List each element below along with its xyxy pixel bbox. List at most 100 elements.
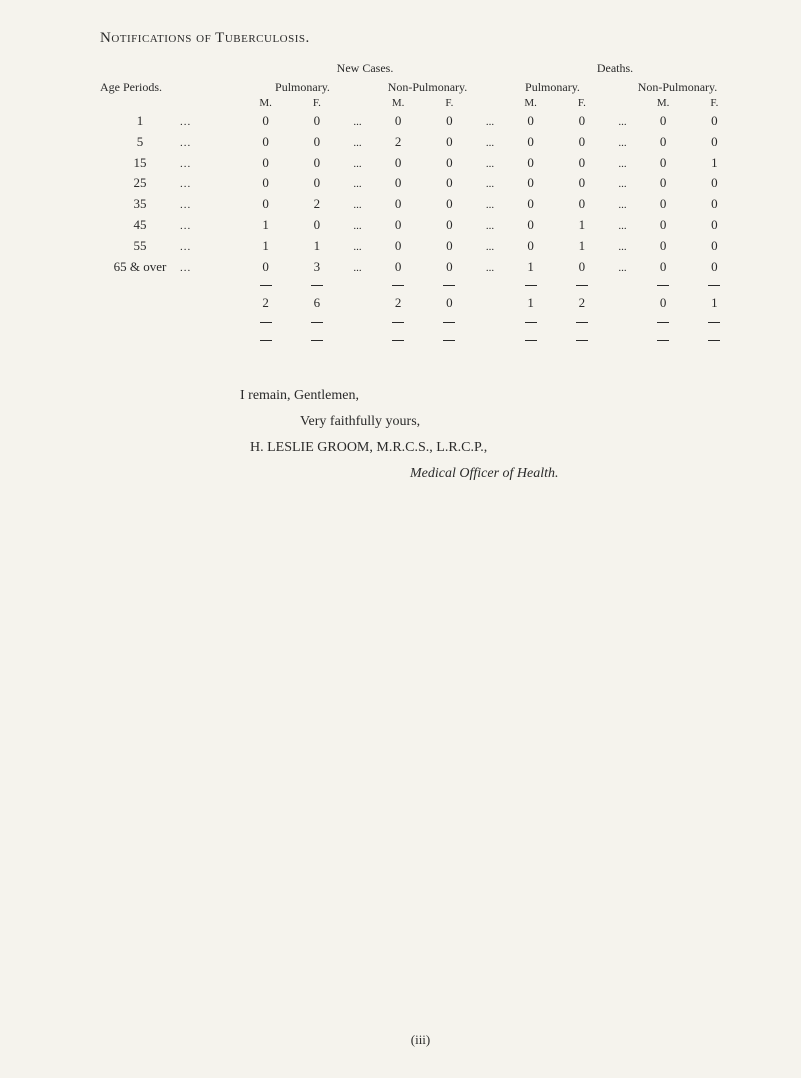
nc-nonpulmonary-header: Non-Pulmonary. [365, 80, 490, 95]
dots: ... [180, 239, 240, 257]
dots: ... [180, 156, 240, 174]
dots: ... [475, 218, 505, 236]
cell: 0 [556, 194, 607, 215]
age-cell: 15 [100, 153, 180, 174]
cell: 0 [638, 111, 689, 132]
section-title: Notifications of Tuberculosis. [100, 30, 741, 47]
cell: 0 [689, 173, 740, 194]
cell: 0 [424, 153, 475, 174]
dots: ... [343, 156, 373, 174]
cell: 1 [689, 153, 740, 174]
signature-line: H. LESLIE GROOM, M.R.C.S., L.R.C.P., [100, 440, 741, 456]
deaths-header: Deaths. [490, 61, 740, 76]
cell: 0 [505, 153, 556, 174]
page: Notifications of Tuberculosis. New Cases… [0, 0, 801, 1078]
total-cell: 2 [373, 293, 424, 314]
cell: 2 [373, 132, 424, 153]
rule-row [100, 332, 740, 348]
cell: 0 [505, 132, 556, 153]
dots: ... [608, 197, 638, 215]
cell: 0 [373, 236, 424, 257]
total-cell: 1 [689, 293, 740, 314]
cell: 1 [556, 215, 607, 236]
age-periods-label [100, 61, 240, 76]
cell: 0 [291, 153, 342, 174]
dots: ... [475, 114, 505, 132]
total-cell: 6 [291, 293, 342, 314]
closing-block: I remain, Gentlemen, Very faithfully you… [100, 388, 741, 482]
tb-table: New Cases. Deaths. Age Periods. Pulmonar… [100, 61, 740, 348]
cell: 1 [240, 236, 291, 257]
cell: 1 [505, 257, 556, 278]
table-row: 15 ... 0 0 ... 0 0 ... 0 0 ... 0 1 [100, 153, 740, 174]
cell: 0 [373, 215, 424, 236]
age-cell: 1 [100, 111, 180, 132]
signature-title: Medical Officer of Health. [100, 466, 741, 482]
dots: ... [180, 218, 240, 236]
cell: 0 [689, 132, 740, 153]
dots: ... [343, 260, 373, 278]
age-cell: 25 [100, 173, 180, 194]
cell: 0 [373, 153, 424, 174]
dots: ... [475, 239, 505, 257]
cell: 0 [505, 111, 556, 132]
cell: 0 [424, 257, 475, 278]
totals-row: 2 6 2 0 1 2 0 1 [100, 293, 740, 314]
table-row: 1 ... 0 0 ... 0 0 ... 0 0 ... 0 0 [100, 111, 740, 132]
dots: ... [608, 239, 638, 257]
cell: 0 [556, 173, 607, 194]
cell: 0 [556, 153, 607, 174]
cell: 0 [424, 132, 475, 153]
dots: ... [343, 135, 373, 153]
f-label: F. [556, 97, 607, 109]
cell: 1 [556, 236, 607, 257]
dots: ... [475, 176, 505, 194]
d-nonpulmonary-header: Non-Pulmonary. [615, 80, 740, 95]
dots: ... [608, 156, 638, 174]
dots: ... [608, 260, 638, 278]
table-row: 45 ... 1 0 ... 0 0 ... 0 1 ... 0 0 [100, 215, 740, 236]
cell: 0 [638, 236, 689, 257]
table-row: 35 ... 0 2 ... 0 0 ... 0 0 ... 0 0 [100, 194, 740, 215]
f-label: F. [424, 97, 475, 109]
dots: ... [343, 218, 373, 236]
nc-pulmonary-header: Pulmonary. [240, 80, 365, 95]
mf-row: M. F. M. F. M. F. M. F. [100, 97, 740, 109]
cell: 0 [240, 194, 291, 215]
cell: 0 [240, 173, 291, 194]
dots: ... [343, 197, 373, 215]
dots: ... [180, 135, 240, 153]
age-cell: 45 [100, 215, 180, 236]
total-cell: 2 [240, 293, 291, 314]
cell: 0 [638, 132, 689, 153]
age-cell: 65 & over [100, 257, 180, 278]
header-row-groups: New Cases. Deaths. [100, 61, 740, 76]
cell: 0 [689, 236, 740, 257]
cell: 3 [291, 257, 342, 278]
cell: 0 [689, 257, 740, 278]
cell: 0 [638, 257, 689, 278]
table-row: 55 ... 1 1 ... 0 0 ... 0 1 ... 0 0 [100, 236, 740, 257]
cell: 0 [689, 111, 740, 132]
f-label: F. [291, 97, 342, 109]
cell: 0 [424, 111, 475, 132]
total-cell: 1 [505, 293, 556, 314]
cell: 0 [505, 173, 556, 194]
cell: 0 [291, 132, 342, 153]
dots: ... [180, 176, 240, 194]
cell: 0 [505, 215, 556, 236]
cell: 0 [638, 153, 689, 174]
dots: ... [475, 135, 505, 153]
dots: ... [343, 114, 373, 132]
cell: 0 [689, 215, 740, 236]
table-row: 5 ... 0 0 ... 2 0 ... 0 0 ... 0 0 [100, 132, 740, 153]
dots: ... [608, 114, 638, 132]
table-row: 25 ... 0 0 ... 0 0 ... 0 0 ... 0 0 [100, 173, 740, 194]
m-label: M. [373, 97, 424, 109]
closing-line: I remain, Gentlemen, [100, 388, 741, 404]
dots: ... [180, 197, 240, 215]
cell: 1 [240, 215, 291, 236]
age-periods-label: Age Periods. [100, 80, 240, 95]
cell: 0 [240, 132, 291, 153]
m-label: M. [240, 97, 291, 109]
